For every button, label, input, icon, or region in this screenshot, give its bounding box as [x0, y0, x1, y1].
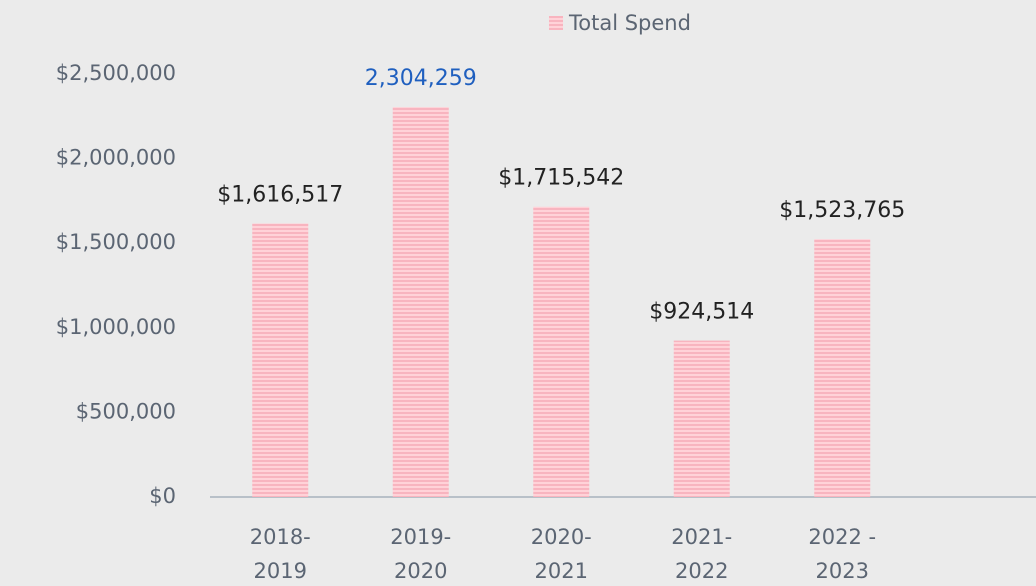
x-tick-label: 2023: [816, 559, 869, 583]
x-tick-label: 2019: [254, 559, 307, 583]
x-tick-label: 2021-: [671, 525, 732, 549]
x-tick-label: 2022 -: [808, 525, 876, 549]
legend-label: Total Spend: [568, 11, 691, 35]
x-tick-label: 2018-: [250, 525, 311, 549]
x-tick-label: 2020-: [531, 525, 592, 549]
x-tick-label: 2019-: [390, 525, 451, 549]
y-tick-label: $1,500,000: [56, 230, 176, 254]
legend-swatch: [549, 16, 563, 30]
x-tick-label: 2020: [394, 559, 447, 583]
y-tick-label: $0: [149, 484, 176, 508]
bar: [392, 107, 449, 497]
y-tick-label: $1,000,000: [56, 315, 176, 339]
y-tick-label: $2,500,000: [56, 61, 176, 85]
data-label: $1,523,765: [779, 198, 905, 223]
x-tick-label: 2021: [535, 559, 588, 583]
bar: [814, 239, 871, 497]
x-tick-label: 2022: [675, 559, 728, 583]
y-tick-label: $2,000,000: [56, 146, 176, 170]
bar: [533, 206, 590, 498]
bar: [252, 223, 309, 497]
data-label: $1,715,542: [498, 166, 624, 191]
bar: [673, 340, 730, 497]
data-label: $1,616,517: [217, 182, 343, 207]
data-label: 2,304,259: [365, 66, 477, 91]
y-tick-label: $500,000: [76, 399, 176, 423]
data-label: $924,514: [649, 300, 754, 325]
